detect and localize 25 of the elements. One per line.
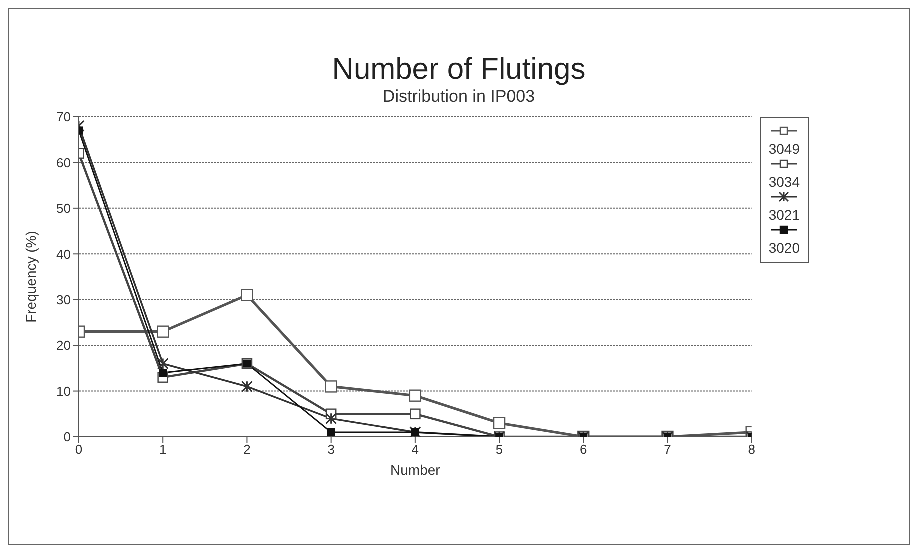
legend-label: 3034 (768, 174, 800, 190)
chart-title: Number of Flutings (331, 53, 587, 87)
y-tick-label: 20 (56, 338, 71, 354)
x-tick-label: 4 (412, 442, 420, 458)
legend-label: 3021 (768, 207, 800, 223)
y-tick-label: 30 (56, 292, 71, 308)
x-tick-label: 3 (328, 442, 335, 458)
x-tick-label: 5 (496, 442, 504, 458)
x-tick-label: 6 (580, 442, 588, 458)
x-tick-label: 8 (748, 442, 756, 458)
y-tick-label: 70 (56, 110, 71, 125)
legend-label: 3020 (768, 240, 800, 256)
x-tick-label: 1 (159, 442, 167, 458)
legend-label: 3049 (768, 141, 800, 157)
x-axis-title: Number (390, 462, 441, 478)
x-tick-label: 0 (75, 442, 83, 458)
chart-subtitle: Distribution in IP003 (382, 87, 536, 107)
y-tick-label: 40 (56, 246, 71, 262)
y-axis-title: Frequency (%) (22, 231, 39, 323)
x-tick-label: 2 (244, 442, 251, 458)
y-tick-label: 50 (56, 201, 71, 216)
x-tick-label: 7 (664, 442, 672, 458)
y-tick-label: 60 (56, 155, 71, 170)
y-tick-label: 0 (64, 430, 71, 445)
y-tick-label: 10 (56, 384, 71, 399)
